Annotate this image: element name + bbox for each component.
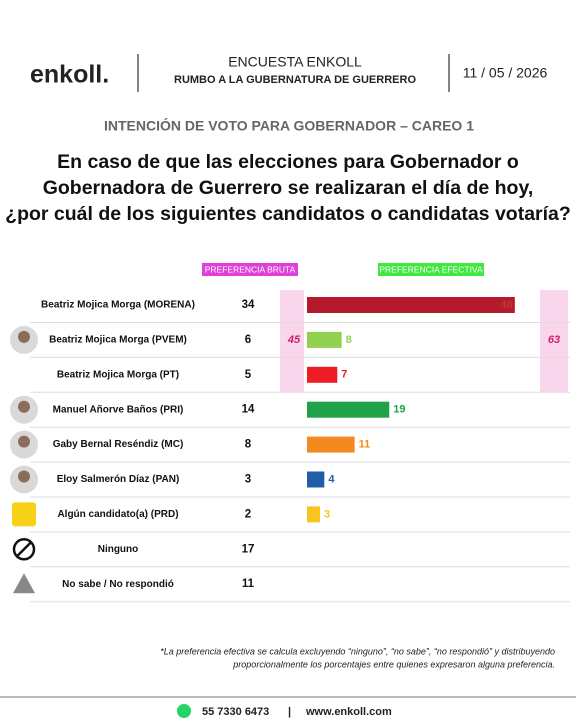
bruta-value: 6	[245, 334, 251, 346]
photo-head	[18, 400, 30, 413]
candidate-name: Beatriz Mojica Morga (PVEM)	[49, 335, 187, 346]
efectiva-value: 3	[324, 508, 330, 520]
none-slash	[16, 541, 32, 558]
photo-head	[18, 470, 30, 483]
candidate-name: Manuel Añorve Baños (PRI)	[53, 404, 184, 415]
bar	[307, 331, 342, 348]
photo-head	[18, 330, 30, 343]
bruta-value: 8	[245, 439, 252, 451]
question-line: Gobernadora de Guerrero se realizaran el…	[43, 177, 534, 199]
bruta-value: 17	[242, 543, 255, 555]
question-line: ¿por cuál de los siguientes candidatos o…	[5, 203, 571, 225]
bar	[307, 366, 338, 383]
website: www.enkoll.com	[305, 706, 392, 718]
bar	[307, 436, 355, 453]
question-line: En caso de que las elecciones para Gober…	[57, 151, 519, 173]
bruta-value: 3	[245, 474, 251, 486]
footnote: *La preferencia efectiva se calcula excl…	[160, 646, 555, 656]
candidate-name: Gaby Bernal Reséndiz (MC)	[53, 439, 184, 450]
date: 11 / 05 / 2026	[463, 65, 548, 81]
whatsapp-icon	[177, 704, 191, 718]
efectiva-value: 11	[359, 439, 371, 451]
brand: enkoll.	[30, 61, 109, 89]
efectiva-value: 48	[501, 299, 513, 311]
candidate-name: Eloy Salmerón Díaz (PAN)	[57, 474, 180, 485]
efectiva-value: 4	[328, 473, 335, 485]
bar	[307, 297, 515, 313]
bar	[307, 506, 320, 523]
bruta-value: 5	[245, 369, 252, 381]
bar	[307, 471, 325, 488]
party-logo	[12, 502, 36, 527]
efectiva-value: 19	[393, 404, 405, 416]
header-title: ENCUESTA ENKOLL	[228, 54, 362, 70]
phone: 55 7330 6473	[202, 706, 269, 718]
question-icon	[13, 573, 35, 594]
candidate-name: Beatriz Mojica Morga (MORENA)	[41, 300, 195, 311]
photo-head	[18, 435, 30, 448]
bar	[307, 401, 390, 418]
column-header: PREFERENCIA BRUTA	[205, 264, 296, 274]
candidate-name: Beatriz Mojica Morga (PT)	[57, 369, 179, 380]
column-header-bg	[378, 263, 484, 276]
none-icon	[12, 538, 36, 561]
separator: |	[288, 706, 291, 718]
group-total-bruta: 45	[287, 334, 301, 346]
bruta-value: 11	[242, 578, 255, 590]
column-header: PREFERENCIA EFECTIVA	[379, 264, 483, 274]
column-header-bg	[202, 263, 298, 276]
efectiva-value: 7	[341, 369, 347, 381]
group-total-efectiva: 63	[548, 334, 560, 346]
footnote: proporcionalmente los porcentajes entre …	[232, 659, 555, 669]
candidate-name: No sabe / No respondió	[62, 579, 174, 590]
candidate-name: Ninguno	[98, 544, 139, 555]
bruta-value: 14	[242, 404, 255, 416]
candidate-name: Algún candidato(a) (PRD)	[57, 509, 178, 520]
bruta-value: 34	[242, 299, 255, 311]
group-band	[280, 290, 304, 392]
bruta-value: 2	[245, 508, 251, 520]
chart-title: INTENCIÓN DE VOTO PARA GOBERNADOR – CARE…	[104, 117, 474, 134]
group-band	[540, 290, 568, 392]
efectiva-value: 8	[346, 334, 352, 346]
header-subtitle: RUMBO A LA GUBERNATURA DE GUERRERO	[174, 74, 416, 86]
